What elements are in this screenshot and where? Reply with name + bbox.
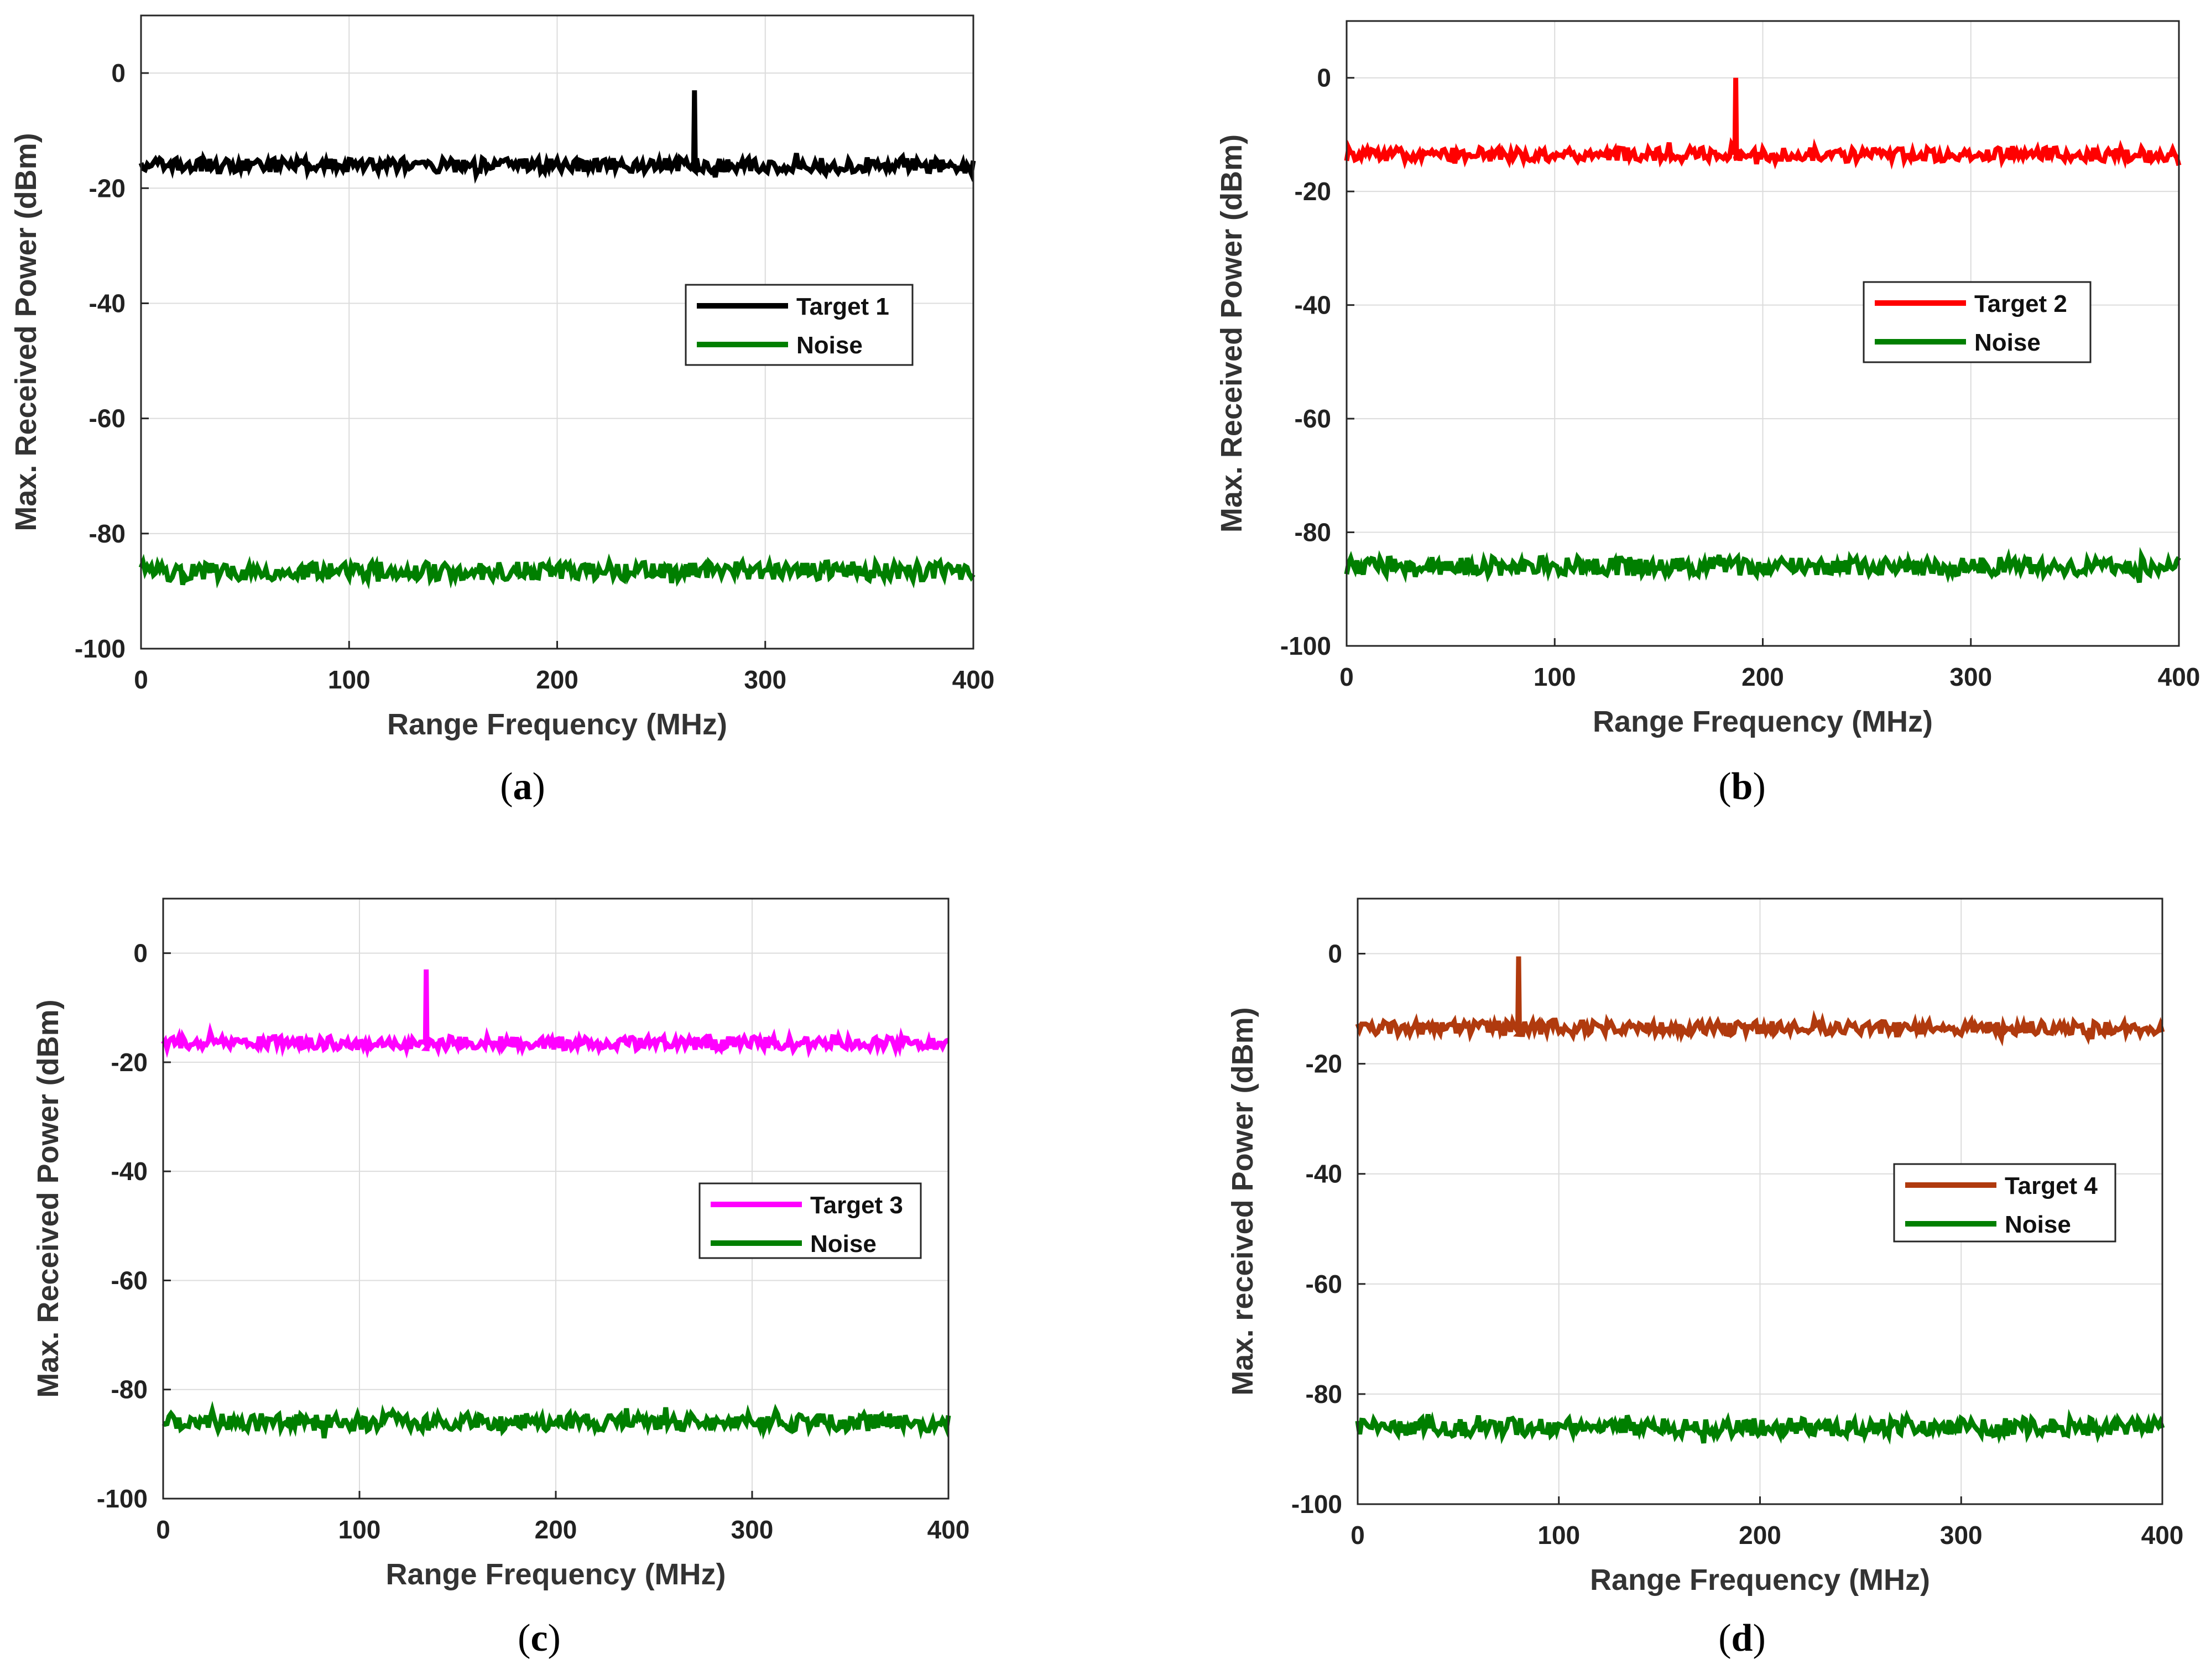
y-tick-label: -100 [97, 1484, 148, 1513]
x-tick-label: 300 [1949, 662, 1992, 691]
legend: Target 4 Noise [1893, 1163, 2116, 1243]
legend-label: Noise [1974, 329, 2041, 356]
legend-box [1863, 281, 2092, 363]
y-tick-label: -100 [1291, 1490, 1342, 1519]
legend-label: Noise [796, 332, 863, 359]
series-line-noise [138, 553, 976, 589]
panel-caption: (b) [1718, 765, 1766, 808]
y-tick-label: 0 [1317, 64, 1331, 92]
series-line-target-1 [138, 90, 976, 184]
x-tick-label: 100 [338, 1515, 381, 1544]
panel-caption: (d) [1718, 1617, 1766, 1660]
x-axis-label: Range Frequency (MHz) [1593, 705, 1933, 738]
legend: Target 2 Noise [1863, 281, 2092, 363]
y-tick-label: 0 [111, 59, 126, 87]
chart-panel-c: 0 100 200 300 400 -100 -80 -60 -40 -20 0 Range Freq… [32, 898, 970, 1660]
y-tick-label: -80 [89, 519, 126, 548]
y-tick-label: -20 [111, 1048, 148, 1077]
legend-label: Noise [2005, 1211, 2071, 1238]
series-line-target-3 [161, 969, 950, 1059]
y-axis-label: Max. Received Power (dBm) [9, 133, 43, 531]
legend-label: Target 3 [810, 1192, 903, 1219]
x-axis-label: Range Frequency (MHz) [387, 708, 727, 741]
x-tick-label: 0 [1339, 662, 1354, 691]
x-tick-label: 100 [1534, 662, 1576, 691]
x-tick-label: 100 [1537, 1521, 1580, 1549]
chart-panel-a: 0 100 200 300 400 -100 -80 -60 -40 -20 0 Range Freq… [9, 14, 995, 808]
y-tick-label: -40 [111, 1157, 148, 1186]
y-tick-label: -100 [1280, 632, 1331, 660]
y-tick-label: -80 [111, 1375, 148, 1404]
y-tick-label: 0 [133, 939, 148, 968]
x-tick-label: 400 [2141, 1521, 2184, 1549]
legend: Target 3 Noise [698, 1182, 922, 1259]
x-tick-label: 0 [156, 1515, 170, 1544]
chart-panel-d: 0 100 200 300 400 -100 -80 -60 -40 -20 0 Range Freq… [1226, 898, 2184, 1660]
y-axis-label: Max. received Power (dBm) [1226, 1007, 1259, 1395]
legend-label: Target 1 [796, 293, 889, 320]
y-axis-label: Max. Received Power (dBm) [32, 999, 65, 1397]
x-axis-label: Range Frequency (MHz) [1590, 1563, 1930, 1596]
x-axis-label: Range Frequency (MHz) [385, 1558, 726, 1591]
legend-box [685, 284, 914, 366]
legend-box [1893, 1163, 2116, 1243]
y-tick-label: -20 [1295, 177, 1331, 206]
series-line-noise [1355, 1408, 2165, 1445]
series-line-noise [1344, 546, 2181, 583]
legend: Target 1 Noise [685, 284, 914, 366]
x-tick-label: 0 [134, 665, 148, 694]
panel-caption: (a) [500, 765, 545, 808]
series-line-target-2 [1344, 77, 2182, 170]
y-axis-label: Max. Received Power (dBm) [1215, 134, 1248, 533]
y-tick-label: -100 [75, 634, 126, 663]
x-tick-label: 400 [927, 1515, 970, 1544]
x-tick-label: 300 [1940, 1521, 1983, 1549]
y-tick-label: -20 [1306, 1050, 1342, 1078]
x-tick-label: 200 [1741, 662, 1784, 691]
panel-caption: (c) [518, 1617, 561, 1660]
series-line-target-4 [1355, 956, 2165, 1047]
x-tick-label: 300 [731, 1515, 774, 1544]
legend-label: Target 4 [2005, 1172, 2098, 1199]
x-tick-label: 100 [328, 665, 371, 694]
y-tick-label: -80 [1306, 1380, 1342, 1408]
y-tick-label: -60 [111, 1266, 148, 1295]
x-tick-label: 400 [952, 665, 995, 694]
chart-panel-b: 0 100 200 300 400 -100 -80 -60 -40 -20 0 Range Freq… [1215, 20, 2200, 808]
x-tick-label: 200 [1739, 1521, 1781, 1549]
y-tick-label: -60 [89, 404, 126, 433]
y-tick-label: -40 [1295, 291, 1331, 320]
series-line-noise [161, 1401, 951, 1440]
y-tick-label: -80 [1295, 518, 1331, 547]
x-tick-label: 200 [535, 1515, 577, 1544]
legend-label: Target 2 [1974, 290, 2067, 317]
y-tick-label: -60 [1295, 404, 1331, 433]
x-tick-label: 200 [536, 665, 578, 694]
legend-label: Noise [810, 1230, 877, 1258]
x-tick-label: 0 [1350, 1521, 1365, 1549]
x-tick-label: 300 [744, 665, 786, 694]
y-tick-label: -60 [1306, 1270, 1342, 1298]
y-tick-label: 0 [1328, 940, 1342, 968]
y-tick-label: -40 [89, 289, 126, 317]
y-tick-label: -40 [1306, 1160, 1342, 1188]
y-tick-label: -20 [89, 174, 126, 202]
x-tick-label: 400 [2158, 662, 2200, 691]
